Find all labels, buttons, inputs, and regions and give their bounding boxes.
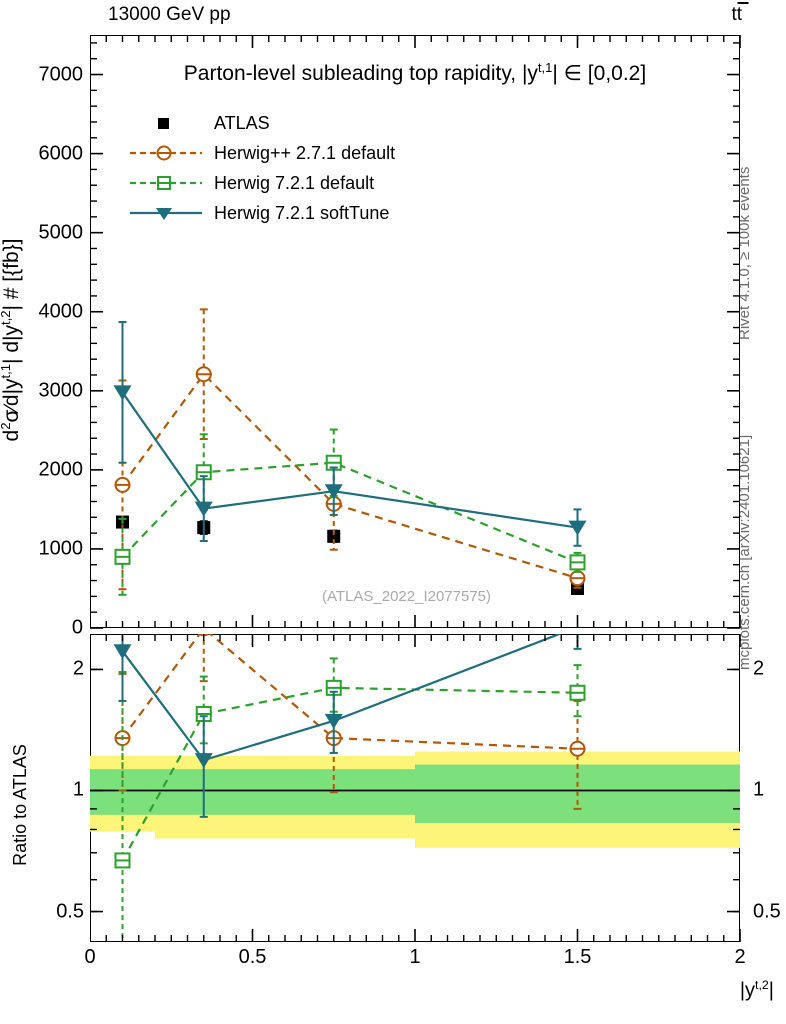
y-tick-label: 5000 [38,221,84,244]
header-process-label: tt [731,2,749,26]
y-tick-label: 7000 [38,63,84,86]
legend: ATLAS Herwig++ 2.7.1 default Herwig 7.2.… [130,108,395,228]
header-beam-info: 13000 GeV pp [108,4,231,25]
legend-marker-herwigpp [130,143,202,163]
legend-label-softtune: Herwig 7.2.1 softTune [214,202,390,223]
y-tick-label: 2000 [38,458,84,481]
x-tick-label: 1.5 [563,946,592,968]
y-tick-label: 0 [71,616,83,639]
legend-label-atlas: ATLAS [214,112,270,133]
x-tick-label: 1 [409,946,421,968]
ratio-tick-label-right: 1 [753,778,765,801]
y-axis-tick-labels-main: 0 1000 2000 3000 4000 5000 6000 7000 [8,0,90,1024]
x-tick-label: 2 [734,946,746,968]
plot-title: Parton-level subleading top rapidity, |y… [183,60,647,85]
legend-marker-herwig721 [130,173,202,193]
legend-item-herwig721[interactable]: Herwig 7.2.1 default [130,168,395,198]
legend-item-softtune[interactable]: Herwig 7.2.1 softTune [130,198,395,228]
legend-item-herwigpp[interactable]: Herwig++ 2.7.1 default [130,138,395,168]
x-tick-label: 0.5 [238,946,267,968]
main-plot-graphics [90,35,741,629]
legend-marker-softtune [130,203,202,223]
legend-label-herwig721: Herwig 7.2.1 default [214,172,375,193]
y-tick-label: 4000 [38,300,84,323]
ratio-plot-graphics [90,634,741,942]
y-tick-label: 6000 [38,142,84,165]
ratio-tick-label-right: 0.5 [753,900,781,923]
x-axis-label: |yt,2| [739,978,774,1002]
y-tick-label: 1000 [38,537,84,560]
legend-label-herwigpp: Herwig++ 2.7.1 default [214,142,396,163]
dataset-watermark: (ATLAS_2022_I2077575) [322,588,492,605]
legend-item-atlas[interactable]: ATLAS [130,108,395,138]
y-tick-label: 3000 [38,379,84,402]
legend-marker-atlas [130,113,202,133]
